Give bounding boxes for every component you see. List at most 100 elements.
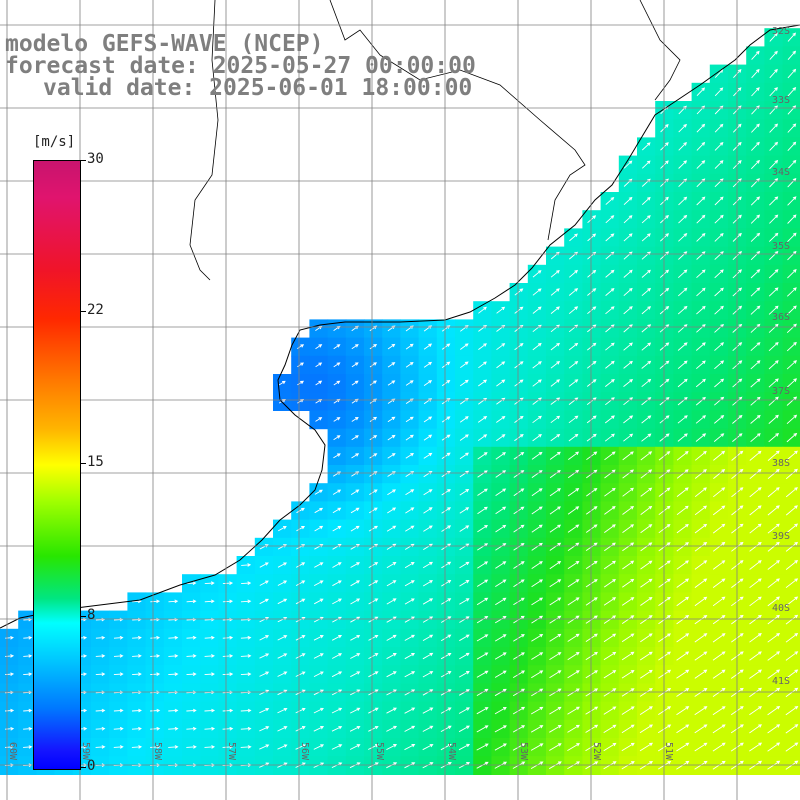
wind-arrow [404,725,416,732]
wind-arrow [549,451,561,460]
wind-arrow [639,688,653,697]
wind-arrow [549,469,561,479]
wind-arrow [549,652,562,660]
wind-arrow [694,469,707,479]
wind-arrow [441,379,451,387]
wind-arrow [405,380,414,386]
wind-arrow [150,672,161,676]
wind-arrow [676,451,689,461]
wind-arrow [550,306,560,314]
wind-arrow [422,725,434,732]
wind-arrow [313,707,324,714]
wind-arrow [713,487,726,498]
wind-arrow [333,417,341,422]
wind-arrow [477,434,488,441]
wind-arrow [567,670,580,679]
wind-arrow [405,452,414,459]
wind-arrow [623,269,633,278]
wind-arrow [785,669,799,679]
wind-arrow [694,560,708,570]
wind-arrow [350,489,360,495]
wind-arrow [350,525,360,532]
wind-arrow [386,634,397,641]
wind-arrow [712,560,726,570]
wind-arrow [132,654,142,658]
wind-arrow [241,563,252,567]
wind-arrow [240,617,252,622]
wind-arrow [259,598,269,605]
wind-arrow [478,361,487,369]
wind-arrow [676,742,690,752]
wind-arrow [641,196,651,206]
wind-arrow [787,32,797,42]
wind-arrow [422,689,434,696]
wind-arrow [585,670,598,679]
wind-arrow [750,305,761,315]
wind-arrow [404,707,416,714]
wind-arrow [131,726,142,731]
wind-arrow [168,635,179,640]
wind-arrow [531,451,543,460]
lon-label: 53W [518,742,529,761]
wind-arrow [676,560,689,570]
wind-arrow [621,706,635,715]
wind-arrow [495,561,507,569]
wind-arrow [549,542,562,551]
wind-arrow [168,672,179,676]
wind-arrow [603,742,617,752]
wind-arrow [331,635,343,641]
wind-arrow [222,745,234,749]
wind-arrow [694,724,708,734]
wind-arrow [787,250,797,261]
wind-arrow [295,653,306,659]
wind-arrow [368,562,379,568]
wind-arrow [549,506,561,515]
wind-arrow [368,598,379,605]
wind-arrow [295,635,306,641]
wind-arrow [568,379,579,387]
wind-arrow [132,635,142,640]
wind-arrow [695,415,707,424]
wind-arrow [422,561,433,569]
wind-arrow [513,451,525,460]
wind-arrow [241,581,252,585]
wind-arrow [621,669,635,679]
wind-arrow [603,688,617,697]
wind-arrow [640,578,653,588]
wind-arrow [696,324,706,333]
wind-arrow [768,341,779,352]
wind-arrow [423,361,433,368]
wind-arrow [714,160,724,169]
wind-arrow [95,726,106,731]
wind-arrow [603,633,617,643]
wind-arrow [676,523,689,534]
wind-arrow [550,415,561,424]
wind-arrow [749,614,762,625]
wind-arrow [639,706,653,715]
wind-arrow [639,724,653,734]
wind-arrow [333,453,341,459]
wind-arrow [441,579,452,587]
wind-arrow [787,232,797,243]
wind-arrow [694,651,708,661]
wind-arrow [749,468,762,480]
wind-arrow [567,743,580,751]
wind-arrow [387,380,396,386]
wind-arrow [513,470,525,478]
wind-arrow [313,580,324,586]
wind-arrow [496,415,506,423]
wind-arrow [240,726,252,731]
wind-arrow [405,507,415,514]
wind-arrow [749,596,762,607]
wind-arrow [785,724,799,734]
wind-arrow [150,745,161,749]
wind-arrow [4,745,15,749]
wind-arrow [495,488,507,496]
wind-arrow [786,378,797,388]
wind-arrow [222,672,234,676]
wind-arrow [714,141,724,151]
wind-arrow [331,653,343,659]
wind-arrow [513,542,525,551]
wind-arrow [441,452,451,459]
